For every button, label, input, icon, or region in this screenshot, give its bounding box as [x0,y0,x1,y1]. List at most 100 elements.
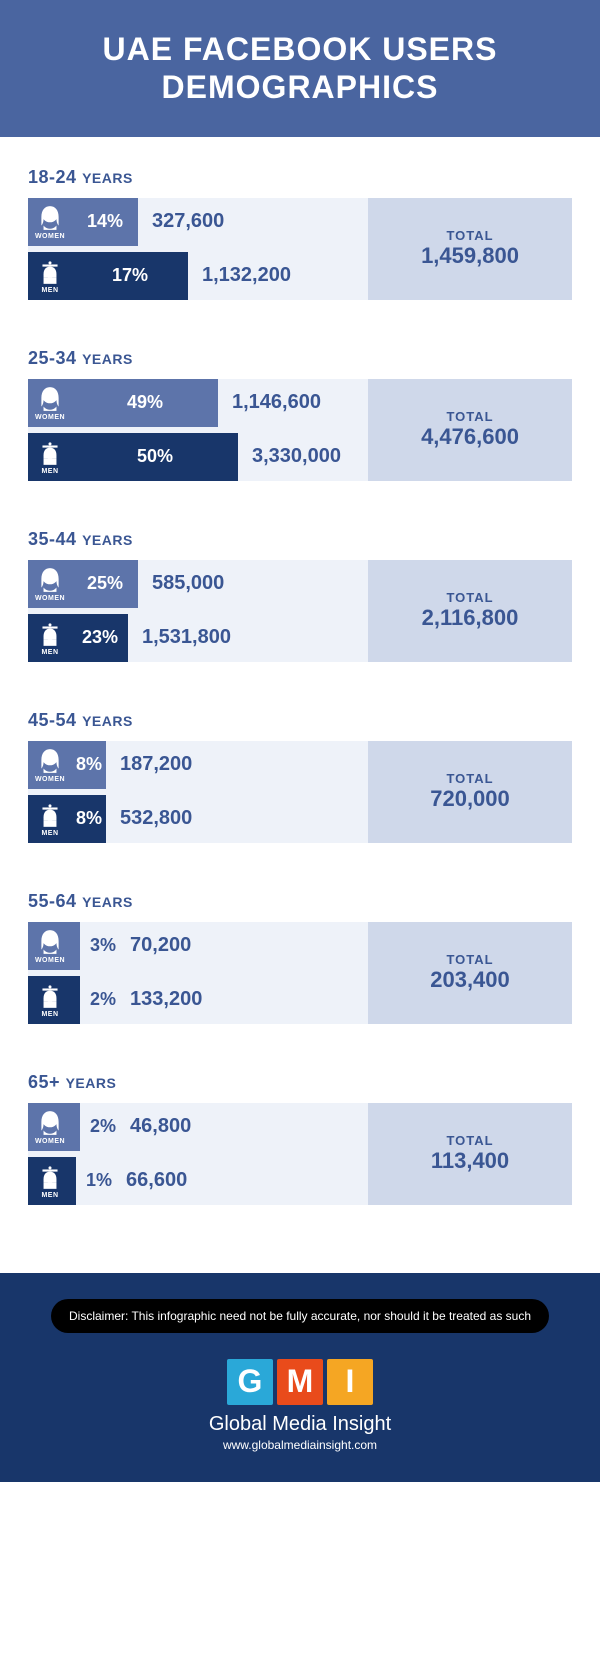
women-icon: WOMEN [28,379,72,427]
women-bar: WOMEN 49% [28,379,218,427]
women-icon: WOMEN [28,1103,72,1151]
total-value: 4,476,600 [421,424,519,450]
total-value: 1,459,800 [421,243,519,269]
total-column: TOTAL113,400 [368,1103,572,1205]
women-icon-label: WOMEN [35,1138,65,1145]
women-bar-text: 2%46,800 [80,1103,191,1151]
men-bar: MEN [28,976,80,1024]
women-count: 1,146,600 [232,391,321,414]
women-bar-row: WOMEN 49% 1,146,600 [28,379,368,427]
women-bar: WOMEN14% [28,198,138,246]
content: 18-24 YEARS WOMEN14%327,600 MEN 17% 1,132,20… [0,137,600,1273]
age-group: 65+ YEARSWOMEN2%46,800MEN1%66,600TOTAL11… [28,1072,572,1205]
brand-name: Global Media Insight [20,1413,580,1436]
total-label: TOTAL [446,771,493,786]
bars-column: WOMEN 2%46,800 MEN 1%66,600 [28,1103,368,1205]
men-bar-row: MEN 23% 1,531,800 [28,614,368,662]
age-range: 35-44 [28,529,77,549]
age-range: 18-24 [28,167,77,187]
men-icon-label: MEN [41,1192,58,1199]
women-count: 70,200 [130,934,191,957]
men-percentage: 2% [90,989,116,1010]
brand-url: www.globalmediainsight.com [20,1438,580,1452]
logo-letter: M [277,1359,323,1405]
men-bar: MEN 23% [28,614,128,662]
bars-column: WOMEN3%70,200 MEN 2% 133,200 [28,922,368,1024]
men-count: 133,200 [130,988,202,1011]
women-percentage: 8% [76,754,102,775]
age-group-body: WOMEN25%585,000MEN23%1,531,800TOTAL2,116… [28,560,572,662]
men-bar-row: MEN 8% 532,800 [28,795,368,843]
men-bar-row: MEN 2% 133,200 [28,976,368,1024]
women-bar-row: WOMEN 8% 187,200 [28,741,368,789]
age-group: 25-34 YEARS WOMEN 49% 1,146,600 MEN 50% 3,330,… [28,348,572,481]
total-value: 203,400 [430,967,510,993]
women-percentage: 25% [87,573,123,594]
men-icon: MEN [28,252,72,300]
women-bar-text: 327,600 [138,198,224,246]
women-bar: WOMEN [28,1103,80,1151]
men-bar-row: MEN 17% 1,132,200 [28,252,368,300]
men-bar-text: 1,132,200 [188,252,291,300]
disclaimer-text: Disclaimer: This infographic need not be… [51,1299,549,1333]
age-group-body: WOMEN 49% 1,146,600 MEN 50% 3,330,000 TOTAL4,4… [28,379,572,481]
men-bar: MEN 50% [28,433,238,481]
women-bar-text: 1,146,600 [218,379,321,427]
men-percentage: 50% [137,446,173,467]
women-count: 585,000 [152,572,224,595]
men-bar-text: 532,800 [106,795,192,843]
men-bar: MEN [28,1157,76,1205]
women-percentage: 49% [127,392,163,413]
bars-column: WOMEN14%327,600 MEN 17% 1,132,200 [28,198,368,300]
women-bar-row: WOMEN3%70,200 [28,922,368,970]
total-column: TOTAL4,476,600 [368,379,572,481]
men-icon: MEN [28,614,72,662]
women-icon-label: WOMEN [35,595,65,602]
total-label: TOTAL [446,228,493,243]
total-label: TOTAL [446,1133,493,1148]
men-count: 1,132,200 [202,264,291,287]
years-label: YEARS [82,894,133,910]
total-label: TOTAL [446,952,493,967]
men-percentage: 8% [76,808,102,829]
total-column: TOTAL203,400 [368,922,572,1024]
men-icon-label: MEN [41,468,58,475]
age-group-title: 18-24 YEARS [28,167,572,188]
women-icon-label: WOMEN [35,776,65,783]
women-bar-row: WOMEN 2%46,800 [28,1103,368,1151]
age-group-body: WOMEN 8% 187,200 MEN 8% 532,800 TOTAL720,000 [28,741,572,843]
men-bar-text: 3,330,000 [238,433,341,481]
men-icon-label: MEN [41,287,58,294]
age-range: 45-54 [28,710,77,730]
men-bar-row: MEN 1%66,600 [28,1157,368,1205]
men-bar-text: 2% 133,200 [80,976,202,1024]
age-group: 45-54 YEARSWOMEN8%187,200MEN8%532,800TOT… [28,710,572,843]
age-group-title: 25-34 YEARS [28,348,572,369]
years-label: YEARS [66,1075,117,1091]
women-count: 187,200 [120,753,192,776]
men-count: 532,800 [120,807,192,830]
age-group-body: WOMEN 2%46,800 MEN 1%66,600 TOTAL113,400 [28,1103,572,1205]
brand-logo: GMI [227,1359,373,1405]
women-icon-label: WOMEN [35,414,65,421]
age-group: 18-24 YEARS WOMEN14%327,600 MEN 17% 1,132,20… [28,167,572,300]
men-count: 1,531,800 [142,626,231,649]
total-value: 720,000 [430,786,510,812]
men-percentage: 17% [112,265,148,286]
men-percentage: 23% [82,627,118,648]
footer: Disclaimer: This infographic need not be… [0,1273,600,1482]
women-icon: WOMEN [28,198,72,246]
men-icon: MEN [28,433,72,481]
women-icon: WOMEN [28,741,72,789]
women-bar-text: 585,000 [138,560,224,608]
women-percentage: 2% [90,1116,116,1137]
logo-letter: I [327,1359,373,1405]
men-count: 3,330,000 [252,445,341,468]
header: UAE FACEBOOK USERS DEMOGRAPHICS [0,0,600,137]
bars-column: WOMEN 49% 1,146,600 MEN 50% 3,330,000 [28,379,368,481]
total-label: TOTAL [446,409,493,424]
age-group-title: 35-44 YEARS [28,529,572,550]
men-bar-text: 1%66,600 [76,1157,187,1205]
total-value: 2,116,800 [422,605,519,631]
men-icon-label: MEN [41,830,58,837]
